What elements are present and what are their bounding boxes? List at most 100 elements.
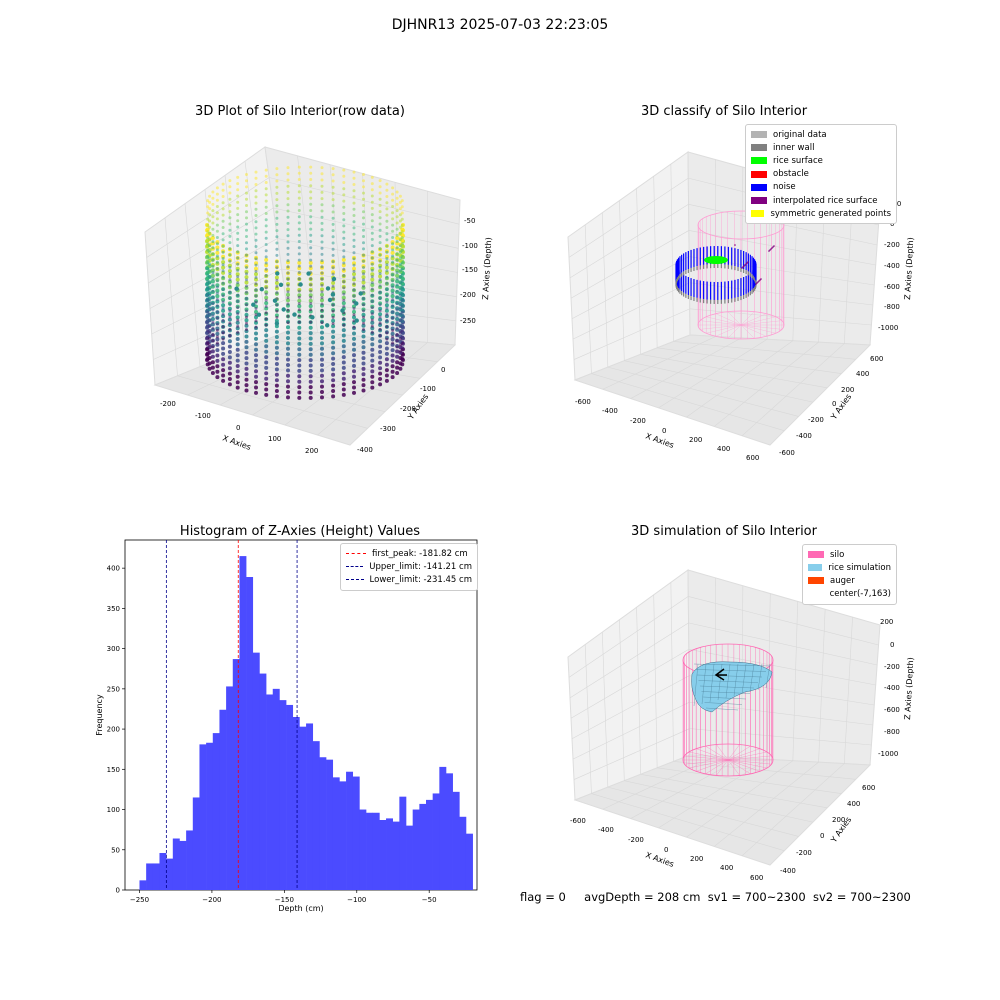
- cloud-point: [254, 385, 258, 390]
- cloud-point: [210, 317, 215, 321]
- legend-swatch: [751, 197, 767, 205]
- scatter-point: [755, 283, 757, 285]
- scatter-point: [772, 246, 774, 248]
- cloud-point: [235, 369, 240, 374]
- cloud-point: [352, 319, 356, 323]
- cloud-point: [264, 376, 269, 381]
- silo-floor-spoke: [700, 324, 742, 330]
- cloud-point: [309, 184, 313, 188]
- cloud-point: [341, 387, 346, 392]
- p4-ytick-0: -400: [780, 867, 796, 875]
- cloud-point: [211, 314, 215, 318]
- cloud-point: [310, 315, 315, 320]
- cloud-point: [274, 308, 279, 312]
- cloud-point: [308, 298, 313, 303]
- cloud-point: [227, 258, 232, 263]
- p1-ytick-2: -200: [400, 405, 416, 413]
- cloud-point: [254, 245, 258, 248]
- legend-label: Lower_limit: -231.45 cm: [369, 574, 472, 585]
- cloud-point: [308, 314, 313, 319]
- cloud-point: [378, 269, 383, 273]
- cloud-point: [244, 383, 249, 388]
- cloud-point: [264, 280, 268, 284]
- cloud-point: [221, 319, 226, 324]
- p1-ztick-2: -150: [462, 266, 478, 274]
- cloud-point: [206, 205, 210, 209]
- cloud-point: [378, 321, 382, 325]
- cloud-point: [320, 292, 324, 297]
- cloud-point: [206, 211, 210, 215]
- cloud-point: [207, 258, 212, 263]
- cloud-point: [254, 315, 258, 320]
- cloud-point: [390, 358, 395, 363]
- cloud-point: [206, 230, 210, 234]
- cloud-point: [331, 266, 335, 270]
- cloud-point: [306, 271, 311, 276]
- cloud-point: [331, 378, 336, 383]
- cloud-point: [378, 241, 382, 245]
- cloud-point: [254, 220, 258, 224]
- cloud-point: [331, 229, 335, 233]
- cloud-point: [398, 307, 403, 312]
- cloud-point: [398, 242, 403, 247]
- cloud-point: [205, 276, 210, 280]
- cloud-point: [221, 219, 225, 223]
- cloud-point: [215, 322, 219, 326]
- histogram-bar: [299, 726, 307, 890]
- cloud-point: [341, 284, 346, 289]
- cloud-point: [236, 287, 240, 291]
- cloud-point: [227, 290, 232, 295]
- cloud-point: [395, 271, 399, 275]
- cloud-point: [205, 309, 209, 314]
- figure-title: DJHNR13 2025-07-03 22:23:05: [391, 17, 609, 33]
- cloud-point: [385, 219, 389, 223]
- cloud-point: [275, 191, 279, 195]
- cloud-point: [286, 203, 290, 207]
- cloud-point: [390, 256, 395, 261]
- cloud-point: [244, 280, 249, 285]
- p1-ztick-4: -250: [460, 317, 476, 325]
- cloud-point: [207, 318, 212, 323]
- cloud-point: [211, 264, 215, 268]
- panel1-ticks: -200 -100 0 100 200 -400 -300 -200 -100 …: [160, 217, 478, 455]
- cloud-point: [331, 335, 336, 339]
- cloud-point: [274, 383, 279, 388]
- cloud-point: [398, 238, 402, 242]
- cloud-point: [384, 373, 389, 378]
- cloud-point: [370, 277, 375, 282]
- cloud-point: [320, 373, 324, 378]
- histogram-bar: [372, 812, 380, 890]
- cloud-point: [370, 283, 375, 287]
- cloud-point: [264, 365, 269, 370]
- cloud-point: [320, 296, 324, 300]
- cloud-point: [221, 319, 225, 322]
- cloud-point: [205, 304, 209, 308]
- cloud-point: [331, 185, 335, 189]
- grid-line: [624, 360, 813, 403]
- cloud-point: [308, 325, 313, 330]
- cloud-point: [320, 390, 324, 394]
- cloud-point: [215, 348, 220, 353]
- cloud-point: [395, 345, 399, 349]
- cloud-point: [352, 385, 356, 390]
- cloud-point: [400, 357, 405, 361]
- grid-line: [573, 308, 690, 360]
- panel2-silo-wireframe: [697, 210, 785, 340]
- cloud-point: [275, 198, 279, 202]
- cloud-point: [254, 353, 258, 358]
- cloud-point: [378, 197, 382, 201]
- panel4-rice-surface: [691, 661, 773, 713]
- panel4-title: 3D simulation of Silo Interior: [631, 524, 817, 539]
- cloud-point: [361, 318, 366, 323]
- cloud-point: [236, 231, 240, 235]
- cloud-point: [286, 298, 290, 303]
- cloud-point: [286, 166, 290, 170]
- grid-line: [843, 617, 853, 764]
- cloud-point: [352, 342, 356, 347]
- cloud-point: [341, 333, 346, 338]
- cloud-point: [309, 264, 313, 268]
- cloud-point: [254, 358, 258, 363]
- p1-ytick-3: -100: [420, 385, 436, 393]
- cloud-point: [208, 231, 212, 235]
- cloud-point: [361, 275, 366, 280]
